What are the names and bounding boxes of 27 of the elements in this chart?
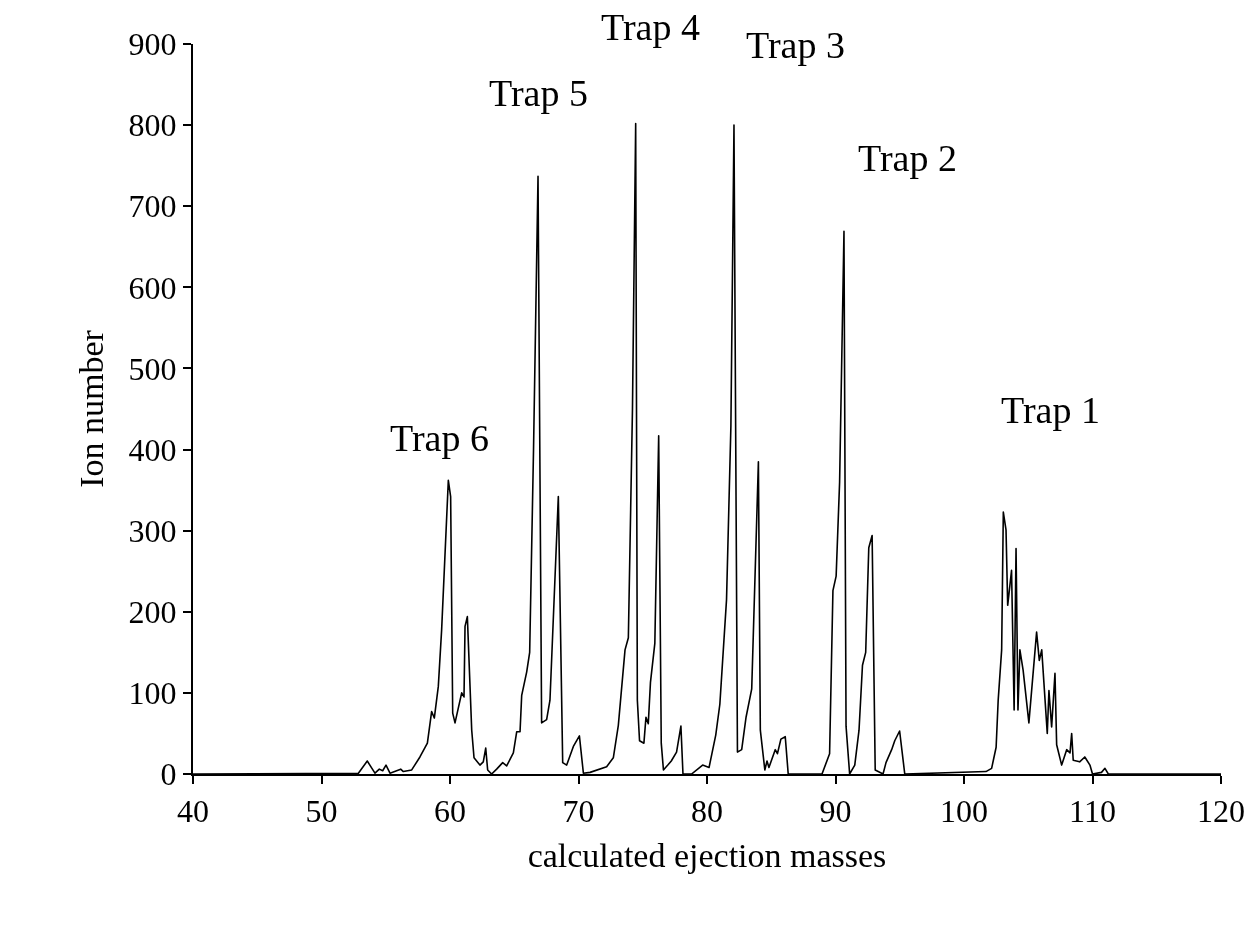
x-tick-label: 50 [305,793,338,830]
x-tick-label: 110 [1069,793,1116,830]
y-tick-label: 800 [128,107,177,144]
y-tick-label: 400 [128,431,177,468]
x-tick-label: 80 [691,793,723,830]
annotation: Trap 2 [858,137,957,179]
annotation: Trap 3 [746,24,845,66]
y-tick-label: 300 [128,512,177,549]
y-tick-label: 200 [128,593,177,630]
y-tick-label: 100 [128,675,177,712]
x-tick-label: 60 [434,793,466,830]
x-tick-label: 90 [819,793,852,830]
annotation: Trap 6 [390,417,489,459]
x-tick-label: 100 [940,793,988,830]
y-tick-label: 700 [128,188,177,225]
x-tick-label: 70 [562,793,595,830]
x-axis-title: calculated ejection masses [527,837,887,875]
y-tick-label: 0 [160,756,177,793]
x-tick-label: 40 [177,793,209,830]
y-tick-label: 500 [128,350,177,387]
annotation: Trap 1 [1001,389,1100,431]
y-tick-label: 900 [128,26,177,63]
annotation: Trap 4 [601,6,700,48]
x-tick-label: 120 [1197,793,1245,830]
annotation: Trap 5 [489,72,588,114]
y-axis-title: Ion number [72,329,110,488]
y-tick-label: 600 [128,269,177,306]
